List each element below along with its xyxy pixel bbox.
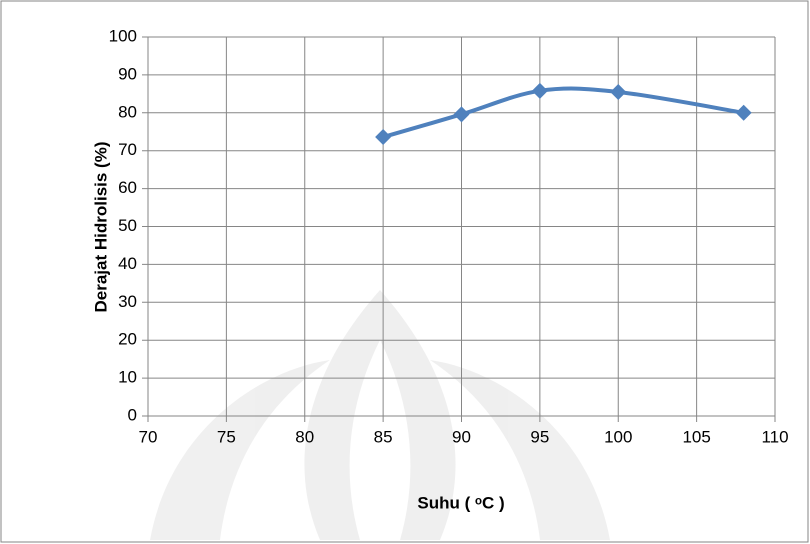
y-tick-label: 30 <box>118 292 137 311</box>
y-tick-label: 80 <box>118 102 137 121</box>
x-tick-label: 80 <box>295 427 314 446</box>
chart: Derajat Hidrolisis (%) Suhu ( ᵒC ) 0 10 20… <box>0 0 810 544</box>
x-tick-label: 95 <box>530 427 549 446</box>
x-axis-label: Suhu ( ᵒC ) <box>417 493 504 512</box>
y-tick-label: 20 <box>118 330 137 349</box>
y-tick-label: 10 <box>118 368 137 387</box>
x-tick-label: 105 <box>682 427 710 446</box>
y-tick-label: 100 <box>109 26 137 45</box>
x-tick-label: 90 <box>452 427 471 446</box>
x-tick-label: 100 <box>604 427 632 446</box>
y-tick-label: 70 <box>118 140 137 159</box>
y-tick-label: 0 <box>128 405 137 424</box>
y-tick-label: 50 <box>118 216 137 235</box>
x-tick-label: 70 <box>139 427 158 446</box>
y-axis-label: Derajat Hidrolisis (%) <box>91 142 110 313</box>
y-tick-label: 60 <box>118 178 137 197</box>
x-tick-label: 75 <box>217 427 236 446</box>
y-tick-label: 90 <box>118 64 137 83</box>
x-tick-label: 110 <box>761 427 788 446</box>
x-tick-label: 85 <box>374 427 393 446</box>
y-tick-label: 40 <box>118 254 137 273</box>
